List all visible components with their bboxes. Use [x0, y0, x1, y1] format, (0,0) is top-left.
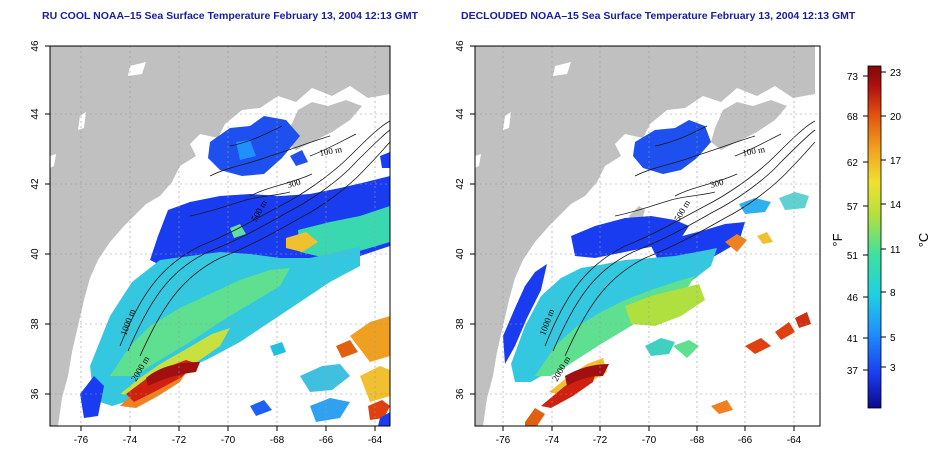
celsius-tick-label: 5 [890, 333, 896, 344]
fahrenheit-tick-label: 41 [847, 334, 859, 345]
temperature-colorbar: 73 68 62 57 51 46 41 37 23 20 17 14 11 8 5 3 °F °C [830, 65, 931, 409]
fahrenheit-tick-label: 37 [847, 366, 859, 377]
y-tick-label: 42 [30, 178, 41, 190]
y-tick-label: 40 [30, 248, 41, 260]
fahrenheit-tick-label: 57 [847, 202, 859, 213]
contour-label-300: 300 [709, 177, 725, 190]
celsius-tick-label: 14 [890, 200, 902, 211]
x-tick-label: -70 [642, 435, 657, 446]
x-tick-label: -66 [738, 435, 753, 446]
y-tick-label: 36 [30, 388, 41, 400]
contour-label-100m: 100 m [742, 144, 766, 158]
y-tick-label: 38 [30, 318, 41, 330]
y-tick-label: 36 [455, 388, 466, 400]
celsius-unit-label: °C [916, 233, 931, 248]
fahrenheit-tick-label: 46 [847, 293, 859, 304]
contour-label-100m: 100 m [319, 144, 343, 158]
x-tick-label: -68 [690, 435, 705, 446]
y-tick-label: 44 [455, 108, 466, 120]
fahrenheit-tick-label: 73 [847, 72, 859, 83]
x-tick-label: -76 [74, 435, 89, 446]
y-tick-label: 46 [455, 40, 466, 52]
celsius-tick-label: 20 [890, 112, 902, 123]
fahrenheit-unit-label: °F [830, 233, 845, 246]
x-tick-label: -76 [496, 435, 511, 446]
celsius-tick-label: 23 [890, 68, 902, 79]
fahrenheit-tick-label: 68 [847, 112, 859, 123]
x-tick-label: -68 [270, 435, 285, 446]
contour-label-300: 300 [286, 177, 302, 190]
left-axis-ticks: -76 -74 -72 -70 -68 -66 -64 36 38 40 42 44 46 [30, 40, 383, 446]
y-tick-label: 46 [30, 40, 41, 52]
x-tick-label: -74 [545, 435, 560, 446]
y-tick-label: 44 [30, 108, 41, 120]
left-map-title: RU COOL NOAA–15 Sea Surface Temperature … [42, 10, 419, 22]
fahrenheit-tick-label: 62 [847, 158, 859, 169]
left-sst-layer [80, 116, 390, 426]
right-sst-map: 100 m 300 500 m 1000 m 2000 m -76 -74 -72-… [455, 40, 821, 446]
y-tick-label: 38 [455, 318, 466, 330]
celsius-tick-label: 17 [890, 156, 902, 167]
left-sst-map: 100 m 300 500 m 1000 m 2000 m -76 -74 -72-… [30, 40, 391, 446]
x-tick-label: -72 [172, 435, 187, 446]
celsius-tick-label: 11 [890, 245, 901, 256]
right-axis-ticks: -76 -74 -72 -70 -68 -66 -64 36 38 40 42 44 46 [455, 40, 802, 446]
colorbar-gradient [867, 65, 882, 409]
y-tick-label: 40 [455, 248, 466, 260]
fahrenheit-tick-label: 51 [847, 251, 859, 262]
right-map-title: DECLOUDED NOAA–15 Sea Surface Temperatur… [461, 10, 856, 22]
x-tick-label: -66 [319, 435, 334, 446]
x-tick-label: -64 [787, 435, 802, 446]
x-tick-label: -72 [593, 435, 608, 446]
y-tick-label: 42 [455, 178, 466, 190]
celsius-tick-label: 3 [890, 363, 896, 374]
x-tick-label: -74 [123, 435, 138, 446]
celsius-tick-label: 8 [890, 288, 896, 299]
x-tick-label: -70 [221, 435, 236, 446]
x-tick-label: -64 [368, 435, 383, 446]
